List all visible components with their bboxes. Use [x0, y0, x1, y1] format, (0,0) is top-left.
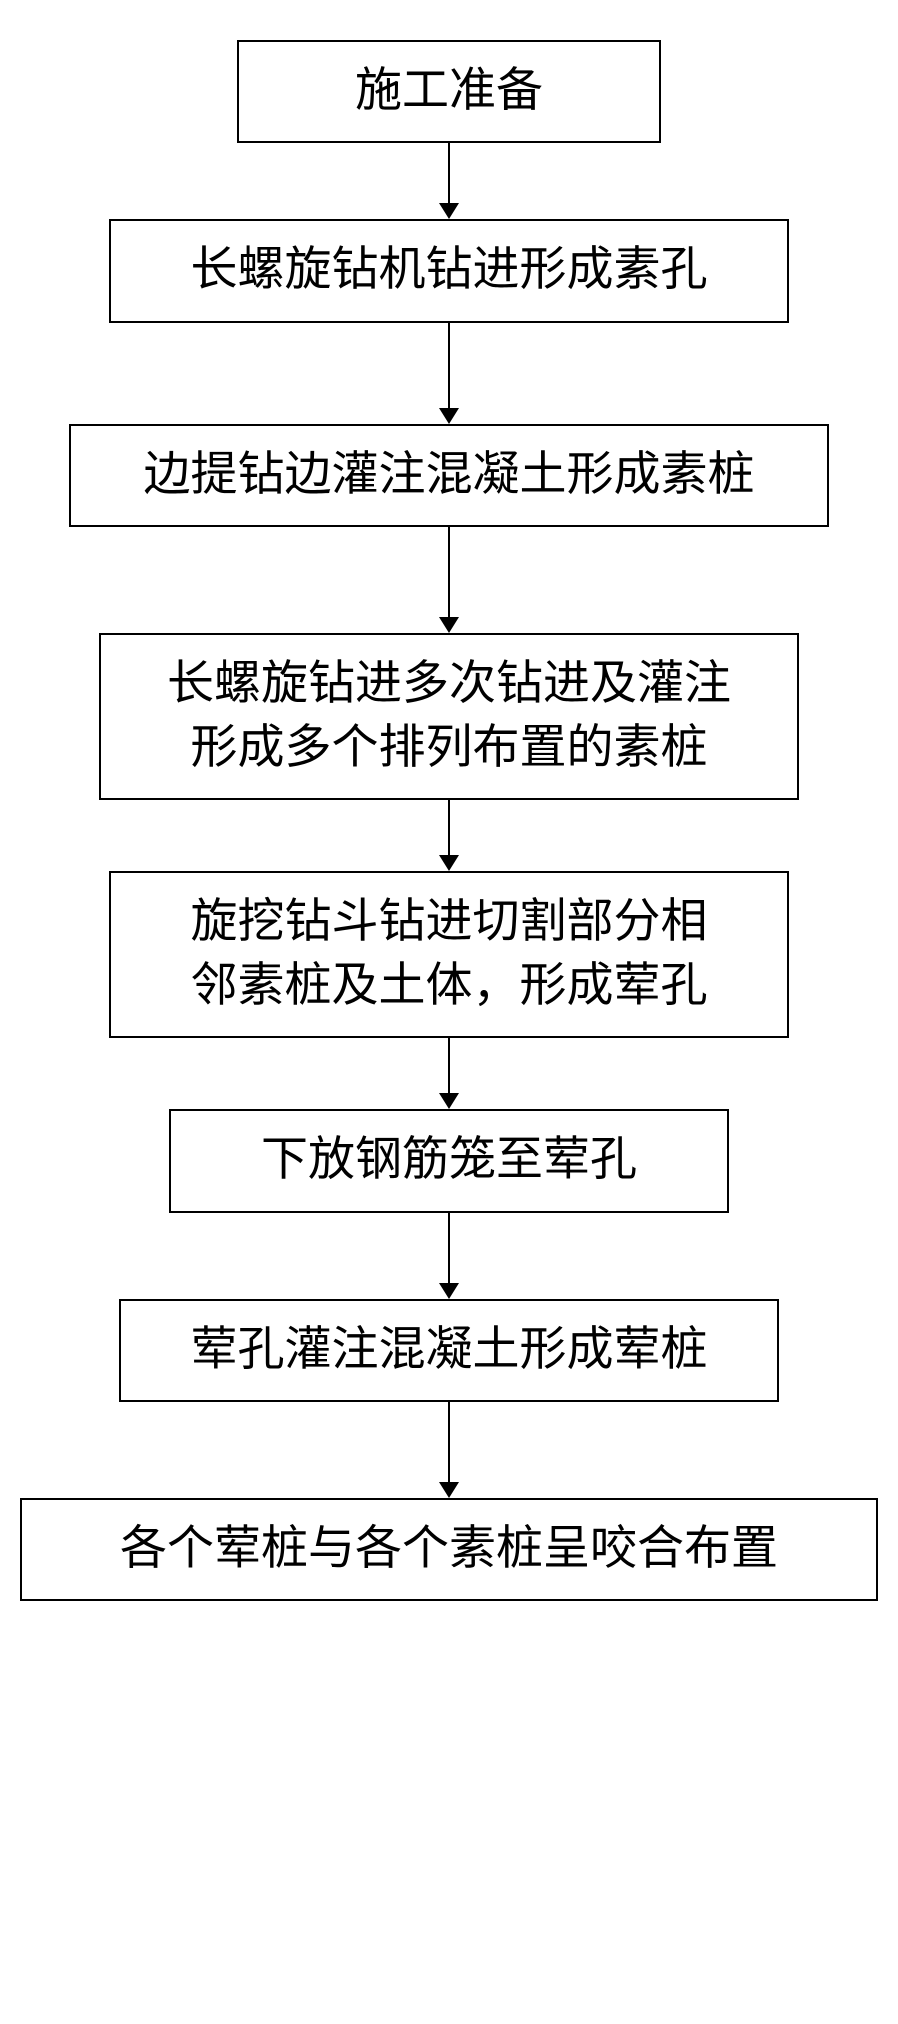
- arrow-head-icon: [439, 1093, 459, 1109]
- arrow-line: [448, 143, 450, 203]
- node-text: 长螺旋钻进多次钻进及灌注 形成多个排列布置的素桩: [167, 653, 731, 780]
- arrow-line: [448, 1213, 450, 1283]
- arrow-head-icon: [439, 855, 459, 871]
- flowchart-node: 各个荤桩与各个素桩呈咬合布置: [20, 1498, 878, 1601]
- arrow-line: [448, 1402, 450, 1482]
- node-text: 各个荤桩与各个素桩呈咬合布置: [120, 1518, 778, 1581]
- arrow: [439, 1038, 459, 1109]
- arrow-head-icon: [439, 1482, 459, 1498]
- node-text: 荤孔灌注混凝土形成荤桩: [191, 1319, 708, 1382]
- flowchart-node: 边提钻边灌注混凝土形成素桩: [69, 424, 829, 527]
- node-text: 长螺旋钻机钻进形成素孔: [191, 239, 708, 302]
- node-text: 施工准备: [355, 60, 543, 123]
- arrow: [439, 323, 459, 424]
- node-text: 旋挖钻斗钻进切割部分相 邻素桩及土体，形成荤孔: [191, 891, 708, 1018]
- arrow-line: [448, 323, 450, 408]
- arrow-line: [448, 527, 450, 617]
- flowchart-node: 长螺旋钻机钻进形成素孔: [109, 219, 789, 322]
- node-text: 下放钢筋笼至荤孔: [261, 1129, 637, 1192]
- arrow-line: [448, 800, 450, 855]
- arrow-head-icon: [439, 617, 459, 633]
- arrow: [439, 143, 459, 219]
- arrow: [439, 1402, 459, 1498]
- arrow-head-icon: [439, 203, 459, 219]
- arrow: [439, 800, 459, 871]
- arrow: [439, 527, 459, 633]
- flowchart-node: 长螺旋钻进多次钻进及灌注 形成多个排列布置的素桩: [99, 633, 799, 800]
- flowchart-node: 旋挖钻斗钻进切割部分相 邻素桩及土体，形成荤孔: [109, 871, 789, 1038]
- flowchart-node: 荤孔灌注混凝土形成荤桩: [119, 1299, 779, 1402]
- flowchart-node: 施工准备: [237, 40, 661, 143]
- node-text: 边提钻边灌注混凝土形成素桩: [144, 444, 755, 507]
- arrow-line: [448, 1038, 450, 1093]
- arrow-head-icon: [439, 408, 459, 424]
- arrow-head-icon: [439, 1283, 459, 1299]
- flowchart-container: 施工准备 长螺旋钻机钻进形成素孔 边提钻边灌注混凝土形成素桩 长螺旋钻进多次钻进…: [20, 40, 878, 1601]
- arrow: [439, 1213, 459, 1299]
- flowchart-node: 下放钢筋笼至荤孔: [169, 1109, 729, 1212]
